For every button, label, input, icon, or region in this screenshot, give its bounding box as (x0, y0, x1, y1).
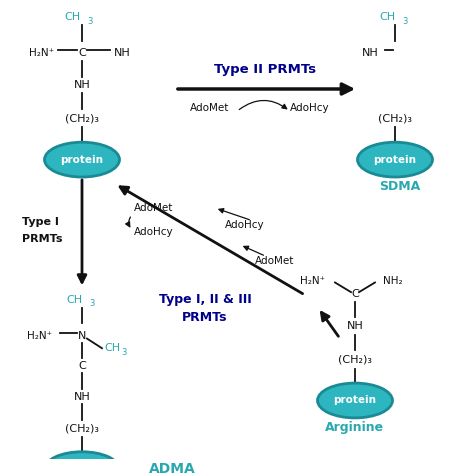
Text: NH: NH (114, 48, 130, 58)
Text: 3: 3 (89, 299, 95, 308)
Text: PRMTs: PRMTs (22, 234, 63, 244)
Text: C: C (351, 289, 359, 299)
Text: protein: protein (61, 155, 103, 164)
Text: AdoHcy: AdoHcy (225, 220, 265, 230)
Text: C: C (78, 361, 86, 371)
Text: C: C (78, 48, 86, 58)
Text: H₂N⁺: H₂N⁺ (301, 275, 326, 285)
Text: CH: CH (66, 295, 82, 305)
Text: SDMA: SDMA (379, 180, 420, 193)
Ellipse shape (318, 383, 392, 418)
Text: PRMTs: PRMTs (182, 311, 228, 324)
Text: Type II PRMTs: Type II PRMTs (214, 63, 316, 76)
Text: AdoMet: AdoMet (191, 103, 230, 113)
Text: Type I, II & III: Type I, II & III (159, 293, 251, 306)
Ellipse shape (45, 452, 119, 474)
Text: H₂N⁺: H₂N⁺ (27, 331, 53, 341)
Text: protein: protein (374, 155, 417, 164)
Text: (CH₂)₃: (CH₂)₃ (378, 113, 412, 123)
Text: Arginine: Arginine (326, 421, 384, 434)
Text: CH: CH (379, 12, 395, 22)
Text: ADMA: ADMA (149, 462, 195, 474)
Text: CH: CH (64, 12, 80, 22)
Text: 3: 3 (121, 347, 127, 356)
Text: AdoHcy: AdoHcy (134, 227, 173, 237)
Text: NH: NH (346, 321, 364, 331)
Text: NH: NH (73, 80, 91, 90)
Text: (CH₂)₃: (CH₂)₃ (65, 113, 99, 123)
Text: protein: protein (334, 395, 376, 405)
Text: N: N (78, 331, 86, 341)
Text: (CH₂)₃: (CH₂)₃ (338, 355, 372, 365)
Text: NH: NH (362, 48, 378, 58)
Text: NH: NH (73, 392, 91, 401)
Text: protein: protein (61, 464, 103, 474)
Text: Type I: Type I (22, 218, 59, 228)
Text: CH: CH (104, 343, 120, 353)
Text: (CH₂)₃: (CH₂)₃ (65, 424, 99, 434)
Text: H₂N⁺: H₂N⁺ (29, 48, 55, 58)
Text: AdoMet: AdoMet (255, 256, 295, 266)
Ellipse shape (45, 142, 119, 177)
Text: 3: 3 (402, 17, 408, 26)
Ellipse shape (357, 142, 432, 177)
Text: AdoHcy: AdoHcy (290, 103, 330, 113)
Text: NH₂: NH₂ (383, 275, 403, 285)
Text: AdoMet: AdoMet (134, 203, 173, 213)
Text: 3: 3 (87, 17, 93, 26)
